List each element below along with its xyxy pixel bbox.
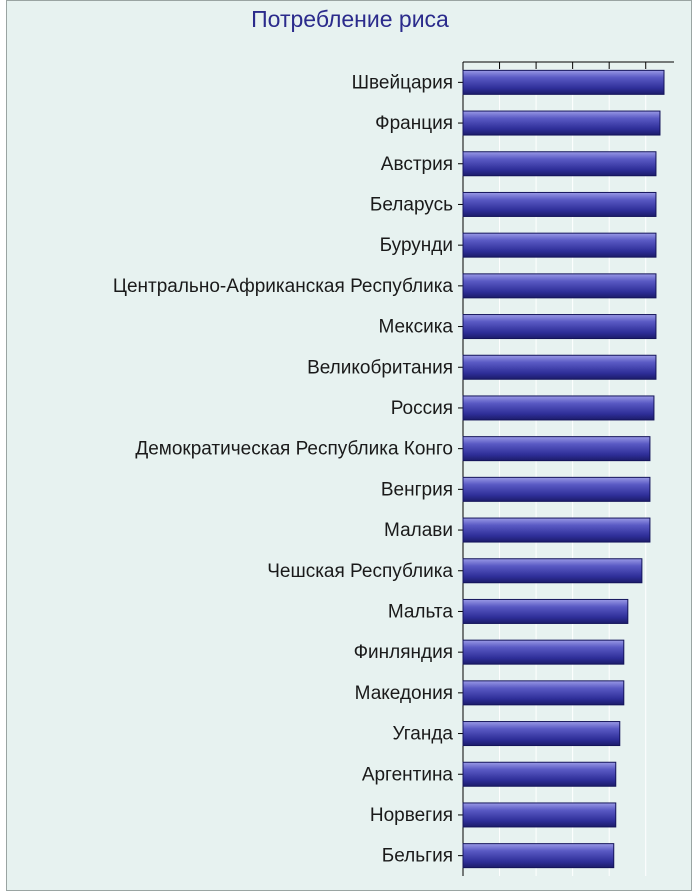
category-label: Финляндия [354, 642, 453, 663]
category-label: Малави [384, 520, 453, 541]
bar [462, 354, 657, 380]
category-label: Мальта [388, 601, 454, 622]
bars [462, 69, 665, 869]
category-labels: Швейцария Франция Австрия Беларусь Бурунди Це… [113, 72, 454, 866]
category-label: Норвегия [370, 805, 453, 826]
bar [462, 69, 665, 95]
category-label: Россия [391, 398, 453, 419]
category-label: Австрия [381, 154, 453, 175]
category-label: Бельгия [382, 846, 453, 867]
bar [462, 680, 625, 706]
chart-title: Потребление риса [251, 6, 449, 32]
bar [462, 110, 661, 136]
category-label: Аргентина [362, 764, 454, 785]
bar [462, 273, 657, 299]
category-label: Бурунди [380, 235, 453, 256]
gridlines [458, 61, 674, 876]
bar [462, 151, 657, 177]
bar [462, 721, 621, 747]
bar [462, 843, 615, 869]
bar [462, 558, 643, 584]
bar [462, 314, 657, 340]
category-label: Чешская Республика [267, 561, 453, 582]
category-label: Венгрия [381, 479, 453, 500]
category-label: Великобритания [307, 357, 453, 378]
bar [462, 802, 617, 828]
bar [462, 395, 655, 421]
category-label: Швейцария [352, 72, 453, 93]
category-label: Франция [375, 113, 453, 134]
bar [462, 232, 657, 258]
category-label: Мексика [378, 317, 453, 338]
category-label: Уганда [393, 724, 454, 745]
category-label: Центрально-Африканская Республика [113, 276, 454, 297]
category-label: Демократическая Республика Конго [135, 439, 453, 460]
bar [462, 476, 651, 502]
bar [462, 436, 651, 462]
category-label: Беларусь [370, 194, 453, 215]
bar [462, 598, 629, 624]
bar [462, 639, 625, 665]
category-label: Македония [355, 683, 453, 704]
plot-area [463, 62, 674, 876]
bar [462, 761, 617, 787]
bar [462, 191, 657, 217]
bar [462, 517, 651, 543]
